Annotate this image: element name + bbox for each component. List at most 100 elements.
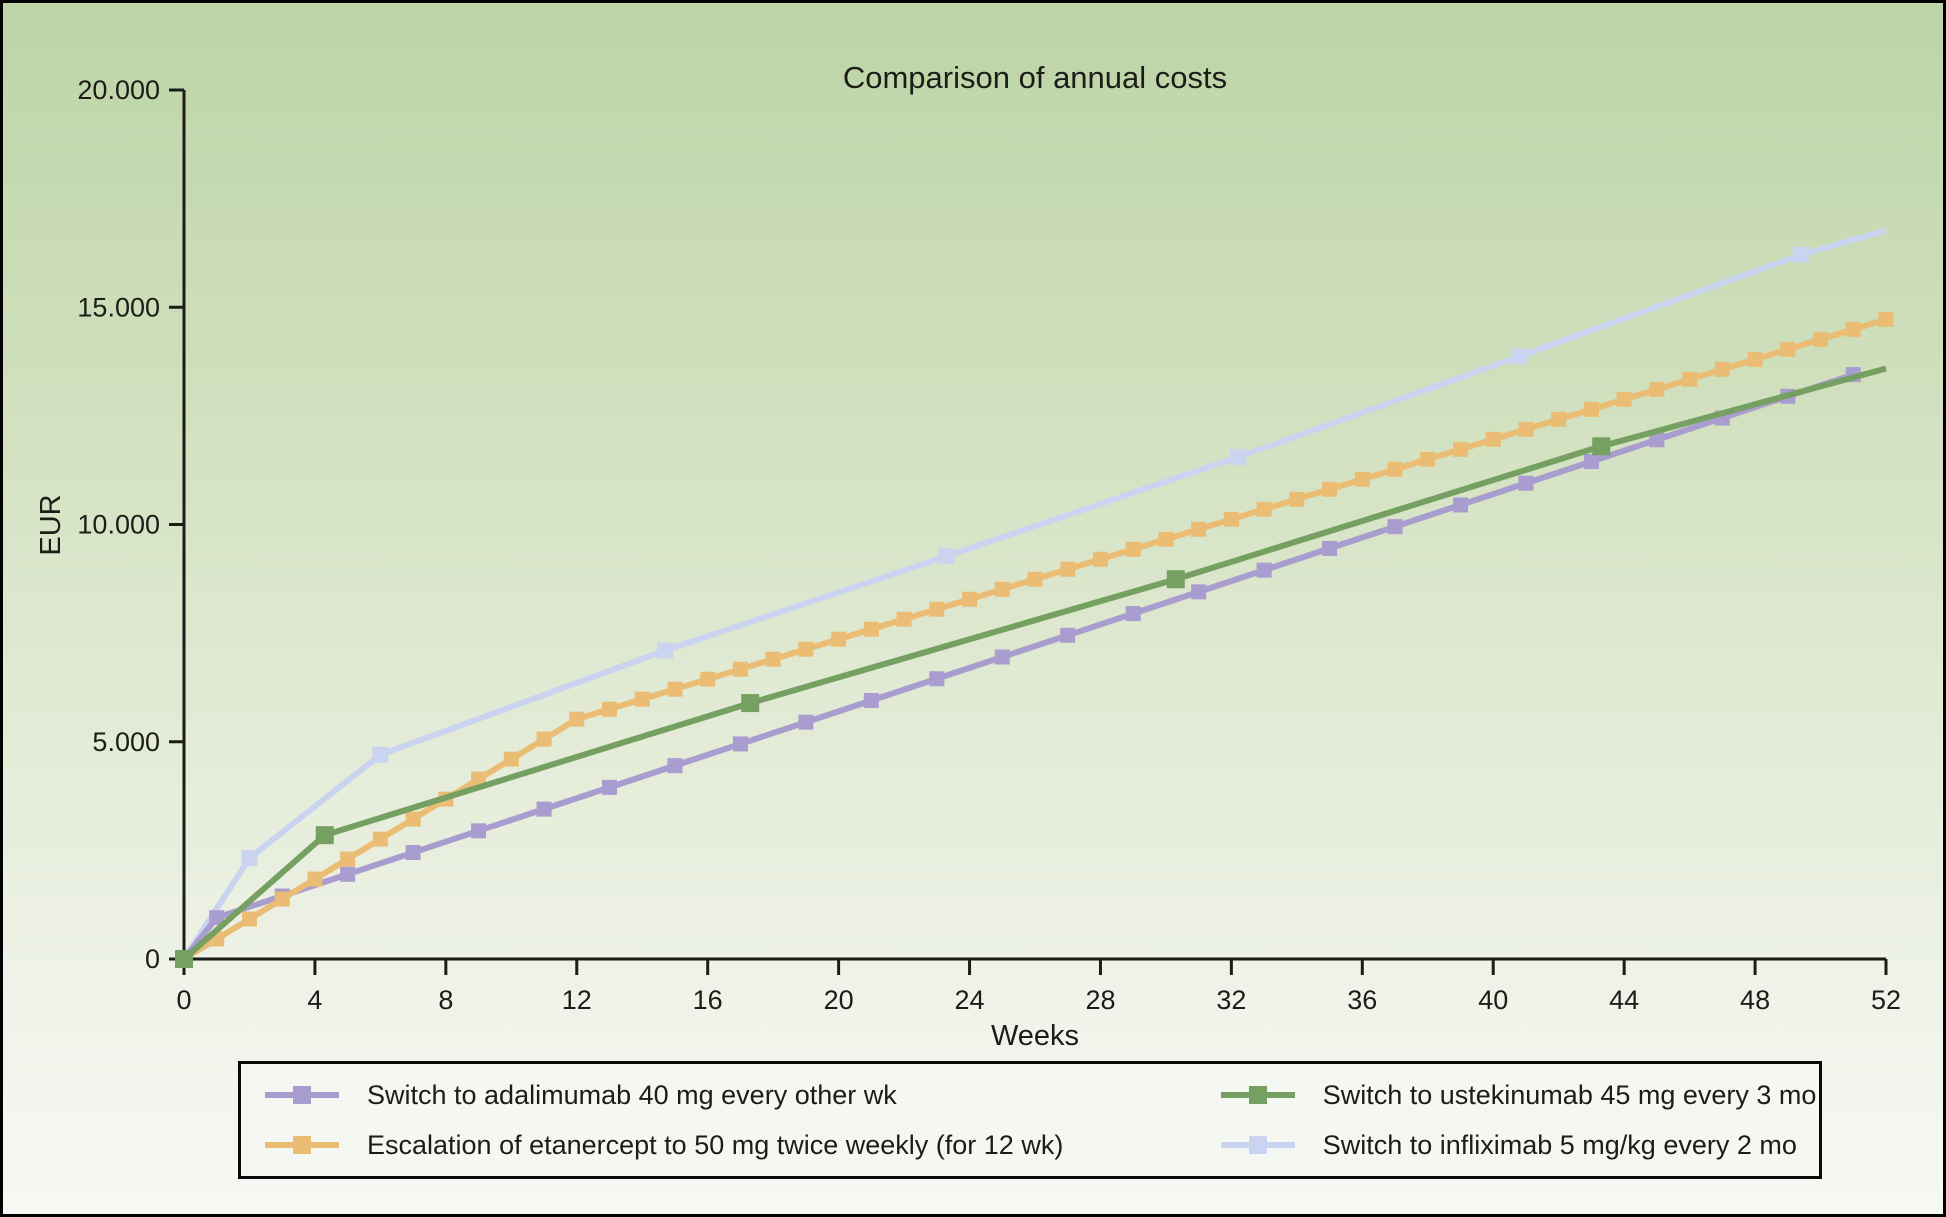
x-tick-label: 32 (1216, 985, 1246, 1015)
ustekinumab-line (182, 365, 1887, 962)
etanercept-marker (798, 641, 814, 657)
adalimumab-marker (1256, 562, 1272, 578)
infliximab-swatch-marker (1248, 1136, 1267, 1154)
etanercept-marker (1878, 311, 1894, 327)
etanercept-marker (1092, 551, 1108, 567)
etanercept-marker (1714, 361, 1730, 377)
etanercept-marker (1158, 531, 1174, 547)
series-infliximab (176, 227, 1887, 967)
etanercept-marker (1387, 461, 1403, 477)
x-tick-label: 8 (438, 985, 453, 1015)
cost-line-chart: Comparison of annual costs EUR Weeks 0 5.… (35, 60, 1901, 1052)
etanercept-marker (1518, 421, 1534, 437)
etanercept-marker (503, 751, 519, 767)
etanercept-swatch-icon (265, 1134, 339, 1156)
x-tick-label: 0 (176, 985, 191, 1015)
etanercept-marker (274, 891, 290, 907)
etanercept-marker (1747, 351, 1763, 367)
etanercept-marker (1322, 481, 1338, 497)
series-etanercept (176, 311, 1894, 967)
etanercept-marker (1780, 341, 1796, 357)
etanercept-swatch-marker (293, 1136, 311, 1154)
adalimumab-marker (1387, 519, 1403, 535)
legend-label-adalimumab: Switch to adalimumab 40 mg every other w… (367, 1079, 897, 1110)
etanercept-marker (1223, 511, 1239, 527)
series-adalimumab (176, 367, 1861, 967)
etanercept-marker (1845, 321, 1861, 337)
etanercept-marker (765, 651, 781, 667)
adalimumab-marker (929, 671, 945, 687)
etanercept-marker (1027, 571, 1043, 587)
etanercept-marker (372, 831, 388, 847)
y-axis-title: EUR (35, 494, 67, 555)
x-tick-label: 28 (1085, 985, 1115, 1015)
adalimumab-marker (667, 758, 683, 774)
series-ustekinumab (175, 365, 1887, 968)
x-axis-ticks: 0 4 8 12 16 20 24 28 32 36 40 44 48 52 (176, 959, 1901, 1015)
x-tick-label: 44 (1609, 985, 1639, 1015)
etanercept-marker (1649, 381, 1665, 397)
infliximab-marker (1511, 348, 1528, 365)
etanercept-marker (1583, 401, 1599, 417)
adalimumab-marker (340, 866, 356, 882)
etanercept-marker (569, 711, 585, 727)
x-tick-label: 52 (1871, 985, 1901, 1015)
adalimumab-marker (1518, 475, 1534, 491)
infliximab-marker (241, 850, 258, 867)
etanercept-marker (1420, 451, 1436, 467)
etanercept-line (182, 316, 1887, 962)
etanercept-marker (634, 691, 650, 707)
adalimumab-marker (471, 823, 487, 839)
adalimumab-marker (732, 736, 748, 752)
etanercept-marker (732, 661, 748, 677)
adalimumab-marker (1060, 627, 1076, 643)
adalimumab-marker (1125, 606, 1141, 622)
etanercept-marker (1551, 411, 1567, 427)
etanercept-marker (962, 591, 978, 607)
y-tick-label: 0 (145, 944, 160, 974)
y-tick-label: 15.000 (77, 292, 160, 322)
etanercept-marker (700, 671, 716, 687)
x-tick-label: 48 (1740, 985, 1770, 1015)
etanercept-marker (1616, 391, 1632, 407)
etanercept-marker (1813, 331, 1829, 347)
etanercept-marker (1354, 471, 1370, 487)
infliximab-marker (657, 642, 674, 659)
ustekinumab-swatch-icon (1220, 1084, 1295, 1106)
etanercept-marker (929, 601, 945, 617)
adalimumab-swatch-marker (293, 1086, 311, 1104)
adalimumab-marker (798, 714, 814, 730)
infliximab-swatch-icon (1220, 1134, 1295, 1156)
etanercept-marker (1682, 371, 1698, 387)
etanercept-marker (863, 621, 879, 637)
legend-item-etanercept: Escalation of etanercept to 50 mg twice … (265, 1130, 1221, 1161)
etanercept-marker (1191, 521, 1207, 537)
legend: Switch to adalimumab 40 mg every other w… (238, 1061, 1822, 1179)
adalimumab-marker (1649, 432, 1665, 448)
infliximab-marker (938, 548, 955, 565)
x-axis-title: Weeks (991, 1020, 1079, 1052)
infliximab-marker (1792, 246, 1809, 263)
adalimumab-marker (1191, 584, 1207, 600)
ustekinumab-swatch-marker (1248, 1086, 1267, 1104)
infliximab-line (181, 227, 1887, 961)
etanercept-marker (241, 911, 257, 927)
etanercept-marker (405, 811, 421, 827)
ustekinumab-marker (741, 694, 760, 713)
adalimumab-marker (209, 910, 225, 926)
ustekinumab-marker (315, 826, 334, 845)
y-tick-label: 5.000 (92, 727, 160, 757)
ustekinumab-marker (1166, 570, 1185, 589)
etanercept-marker (340, 851, 356, 867)
adalimumab-marker (994, 649, 1010, 665)
etanercept-marker (1485, 431, 1501, 447)
x-tick-label: 12 (562, 985, 592, 1015)
etanercept-marker (896, 611, 912, 627)
adalimumab-line (181, 371, 1855, 961)
adalimumab-swatch-icon (265, 1084, 339, 1106)
chart-title: Comparison of annual costs (843, 60, 1227, 95)
x-tick-label: 36 (1347, 985, 1377, 1015)
y-axis-ticks: 0 5.000 10.000 15.000 20.000 (77, 75, 184, 974)
x-tick-label: 40 (1478, 985, 1508, 1015)
